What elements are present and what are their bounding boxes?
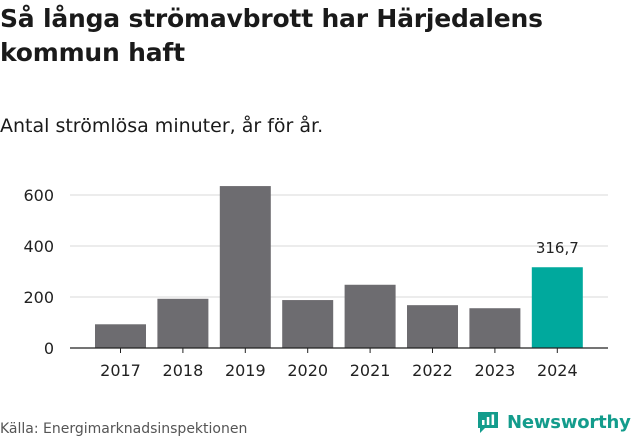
bar-2023 [469, 308, 521, 348]
x-tick-label: 2021 [350, 361, 391, 380]
x-tick-label: 2020 [287, 361, 328, 380]
chart-title: Så långa strömavbrott har Härjedalens ko… [0, 4, 543, 67]
x-tick-label: 2018 [163, 361, 204, 380]
bar-chart: 0 200 400 600 2017 2018 2019 2020 2021 2022 2023 20… [23, 186, 608, 380]
source-note: Källa: Energimarknadsinspektionen [0, 421, 248, 437]
y-tick-label: 0 [44, 339, 54, 358]
data-label: 316,7 [536, 239, 579, 257]
y-tick-label: 400 [23, 237, 54, 256]
x-tick-label: 2017 [100, 361, 141, 380]
bar-2022 [407, 305, 458, 348]
brand-name: Newsworthy [507, 411, 631, 433]
bar-2018 [157, 298, 209, 348]
x-tick-label: 2024 [537, 361, 578, 380]
y-tick-label: 200 [23, 288, 54, 307]
chart-subtitle: Antal strömlösa minuter, år för år. [0, 115, 324, 137]
bar-2021 [344, 284, 396, 348]
bar-2017 [95, 324, 146, 348]
bar-2019 [219, 186, 271, 348]
y-tick-label: 600 [23, 186, 54, 205]
x-tick-label: 2022 [412, 361, 453, 380]
newsworthy-logo: Newsworthy [476, 407, 631, 437]
bar-2020 [282, 300, 334, 348]
bar-2024 [531, 267, 583, 348]
x-tick-label: 2023 [475, 361, 516, 380]
x-tick-label: 2019 [225, 361, 266, 380]
newsworthy-logo-icon [478, 412, 498, 433]
